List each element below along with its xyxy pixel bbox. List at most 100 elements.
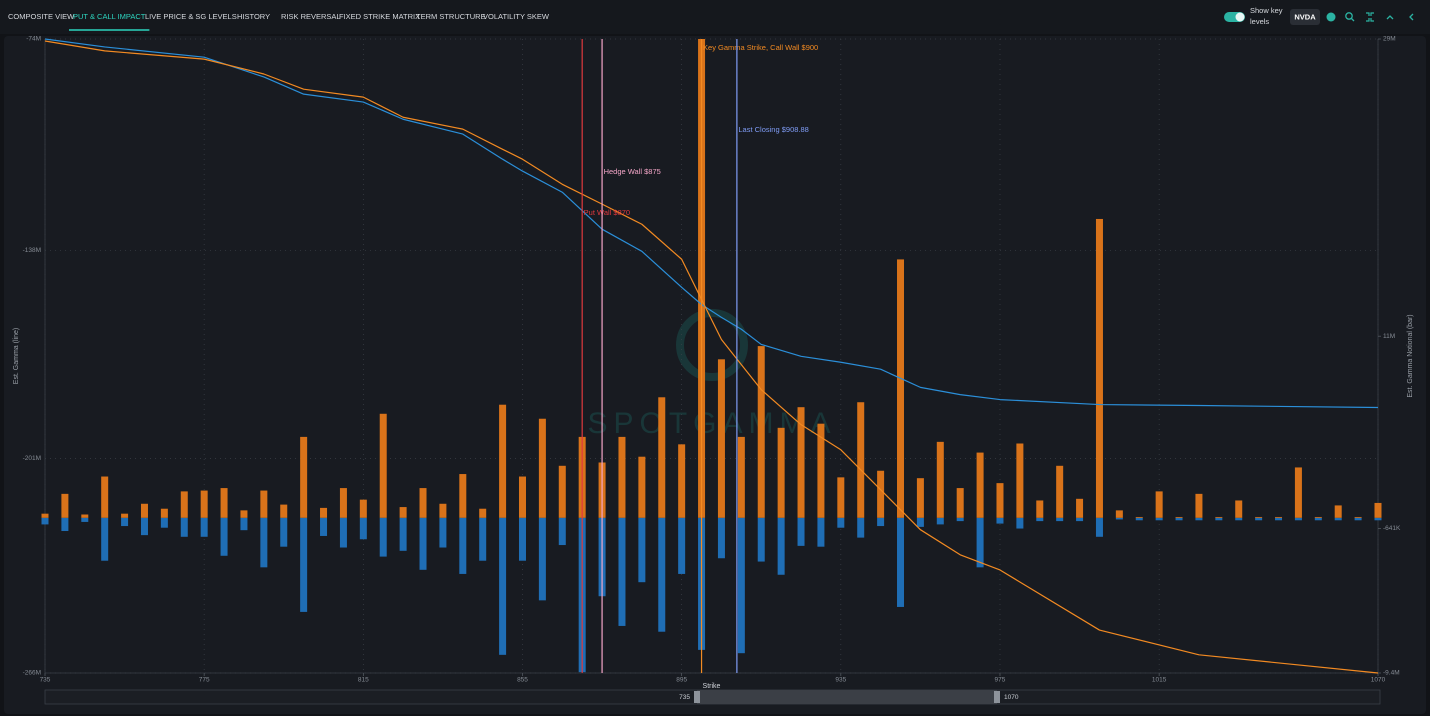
bar (817, 517, 825, 547)
bar (140, 517, 148, 536)
collapse-icon[interactable] (1386, 15, 1394, 20)
bar (160, 517, 168, 528)
bar (1016, 517, 1024, 529)
bar (518, 476, 526, 518)
bar (1354, 516, 1362, 518)
bar (717, 359, 725, 518)
bar (857, 517, 865, 538)
bar (777, 427, 785, 518)
bar (280, 517, 288, 547)
y2-tick-label: 11M (1383, 333, 1395, 340)
nav-tab[interactable]: FIXED STRIKE MATRIX (339, 12, 420, 21)
nav-tab[interactable]: RISK REVERSAL (281, 12, 341, 21)
x-tick-label: 975 (995, 677, 1006, 684)
nav-tab[interactable]: PUT & CALL IMPACT (73, 12, 146, 21)
chart-panel (4, 36, 1426, 714)
line (44, 40, 1379, 674)
bar (797, 407, 805, 518)
toggle-knob (1235, 12, 1245, 22)
bar (300, 436, 308, 518)
bar (300, 517, 308, 612)
key-level-label: Put Wall $870 (584, 208, 630, 217)
range-max: 1070 (1004, 694, 1019, 701)
bar (1275, 516, 1283, 518)
bar (439, 503, 447, 518)
nav-tab[interactable]: VOLATILITY SKEW (483, 12, 550, 21)
bar (1354, 517, 1362, 521)
bar (518, 517, 526, 561)
y-tick-label: -74M (26, 36, 41, 43)
bar (1056, 465, 1064, 518)
bar (419, 517, 427, 570)
bar (280, 504, 288, 518)
bar (61, 493, 69, 518)
y2-tick-label: -641K (1383, 525, 1401, 532)
nav-tab[interactable]: LIVE PRICE & SG LEVELS (145, 12, 237, 21)
bar (1334, 517, 1342, 521)
bar (220, 517, 228, 556)
bar (200, 490, 208, 518)
bar (837, 477, 845, 518)
nav-tab[interactable]: HISTORY (237, 12, 270, 21)
bar (976, 452, 984, 518)
back-icon[interactable] (1409, 13, 1414, 21)
bar (737, 436, 745, 518)
x-tick-label: 735 (40, 677, 51, 684)
bar (996, 483, 1004, 518)
bar (399, 517, 407, 551)
bar (757, 517, 765, 562)
bar (1195, 493, 1203, 518)
bar (399, 507, 407, 518)
x-tick-label: 815 (358, 677, 369, 684)
bar (558, 517, 566, 546)
bar (379, 413, 387, 518)
bar (1215, 517, 1223, 521)
key-level-label: Hedge Wall $875 (604, 167, 661, 176)
bar (1115, 517, 1123, 520)
search-icon[interactable] (1345, 12, 1353, 20)
range-min: 735 (679, 694, 690, 701)
bar (1195, 517, 1203, 521)
bar (180, 517, 188, 537)
bar (1215, 516, 1223, 518)
x-tick-label: 1070 (1371, 677, 1386, 684)
bar (877, 470, 885, 518)
info-icon[interactable] (1326, 12, 1336, 22)
bar (200, 517, 208, 537)
bar (339, 517, 347, 548)
bar (1175, 516, 1183, 518)
bar (1294, 517, 1302, 521)
ticker-button[interactable] (1290, 9, 1320, 25)
bar (1175, 517, 1183, 521)
bar (558, 465, 566, 518)
bar (479, 517, 487, 561)
bar (459, 474, 467, 518)
nav-tab[interactable]: TERM STRUCTURE (416, 12, 486, 21)
nav-tab[interactable]: COMPOSITE VIEW (8, 12, 75, 21)
bar (81, 514, 89, 518)
y2-tick-label: -9.4M (1383, 670, 1400, 677)
key-level-label: Last Closing $908.88 (738, 125, 808, 134)
x-tick-label: 935 (835, 677, 846, 684)
bar (379, 517, 387, 557)
range-handle[interactable] (694, 691, 700, 703)
x-tick-label: 855 (517, 677, 528, 684)
range-selection (697, 690, 997, 704)
bar (41, 517, 49, 525)
bar (618, 517, 626, 626)
bar (1036, 500, 1044, 518)
bar (419, 488, 427, 518)
bar (538, 418, 546, 518)
fullscreen-icon[interactable] (1366, 12, 1374, 22)
x-tick-label: 895 (676, 677, 687, 684)
range-handle[interactable] (994, 691, 1000, 703)
bar (1155, 517, 1163, 521)
bar (220, 488, 228, 518)
bar (1334, 505, 1342, 518)
bar (956, 488, 964, 518)
bar (499, 517, 507, 655)
bar (260, 517, 268, 568)
plot: 735 775 815 855 895 935 975 1015 1070 -74M -138M -2… (13, 36, 1414, 690)
y-tick-label: -138M (23, 247, 41, 254)
